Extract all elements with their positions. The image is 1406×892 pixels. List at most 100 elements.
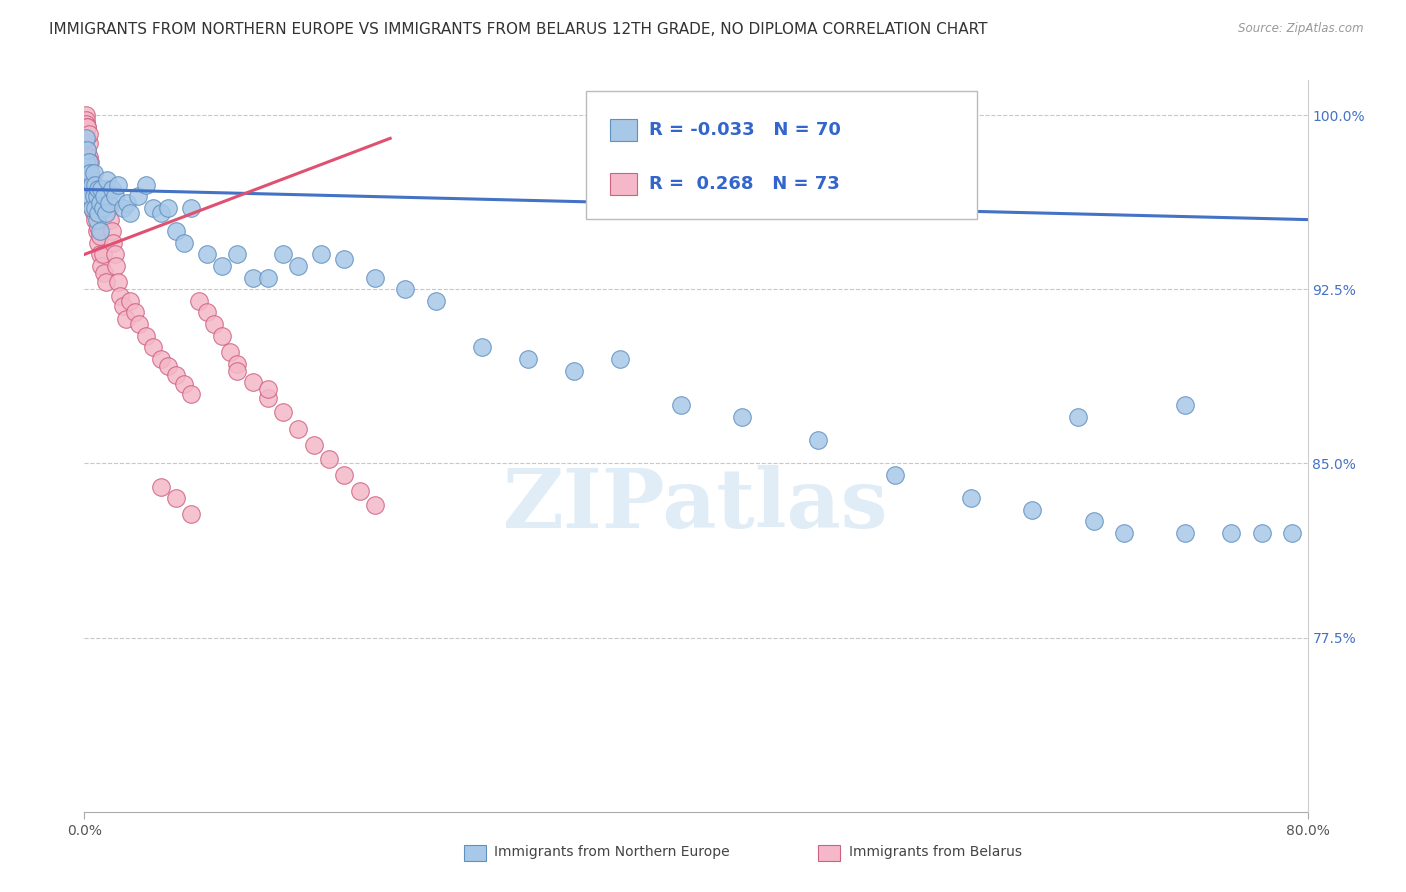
Point [111,201,134,215]
Point [124,305,146,319]
Point [202,317,225,331]
Point [77,154,100,169]
Point [287,421,309,435]
Point [195,247,218,261]
Point [76,143,98,157]
Point [91,201,114,215]
Point [75,154,97,169]
Point [80,178,103,192]
Point [226,357,249,371]
Point [157,359,180,373]
Point [79,154,101,169]
Point [87,182,110,196]
Point [105,259,128,273]
Point [83,205,105,219]
Point [96,173,118,187]
Point [242,375,264,389]
Point [1220,526,1243,541]
Text: R = -0.033   N = 70: R = -0.033 N = 70 [650,121,841,139]
Point [87,219,110,234]
Point [93,189,115,203]
Point [84,212,107,227]
Point [257,382,280,396]
Point [86,224,108,238]
Bar [818,845,841,861]
Point [165,368,187,383]
Point [115,196,138,211]
Point [77,127,100,141]
Point [173,235,195,250]
Text: IMMIGRANTS FROM NORTHERN EUROPE VS IMMIGRANTS FROM BELARUS 12TH GRADE, NO DIPLOM: IMMIGRANTS FROM NORTHERN EUROPE VS IMMIG… [49,22,987,37]
Point [79,189,101,203]
Point [1281,526,1303,541]
Bar [610,173,637,194]
Point [93,266,115,280]
Point [108,289,131,303]
Point [76,120,98,134]
Point [76,143,98,157]
Point [76,120,98,134]
Point [157,201,180,215]
Point [333,252,356,266]
Point [471,340,494,354]
Point [75,117,97,131]
Point [1174,398,1197,412]
Point [107,178,129,192]
Point [271,405,294,419]
Point [318,451,340,466]
Point [960,491,983,506]
Point [84,201,107,215]
Point [91,247,114,261]
Point [349,484,371,499]
Point [135,178,157,192]
Bar [610,120,637,141]
Point [114,312,136,326]
Point [1174,526,1197,541]
Point [149,480,172,494]
Point [195,305,218,319]
Point [104,247,127,261]
Point [80,173,103,187]
Point [333,468,356,483]
Point [77,136,100,150]
Point [180,386,202,401]
Point [311,247,333,261]
Point [107,275,129,289]
Text: Immigrants from Belarus: Immigrants from Belarus [849,845,1022,859]
Point [96,182,118,196]
Point [1067,409,1090,424]
Point [94,205,117,219]
Text: Immigrants from Northern Europe: Immigrants from Northern Europe [494,845,730,859]
Point [242,270,264,285]
Point [86,189,108,203]
Point [104,189,127,203]
Point [75,131,97,145]
Point [76,166,98,180]
Point [257,270,280,285]
Point [302,438,325,452]
Point [86,205,108,219]
Point [79,178,101,192]
Point [165,491,187,506]
Point [807,433,830,447]
Point [149,205,172,219]
Point [218,345,240,359]
Point [211,259,233,273]
Point [87,235,110,250]
Point [83,189,105,203]
Point [188,293,211,308]
Point [86,212,108,227]
Point [89,224,111,238]
Point [609,351,631,366]
Point [516,351,538,366]
Point [364,498,387,512]
Text: ZIPatlas: ZIPatlas [503,465,889,544]
Point [142,201,165,215]
Point [76,131,98,145]
Point [180,201,202,215]
Point [97,196,120,211]
Point [364,270,387,285]
Point [89,247,111,261]
Point [75,108,97,122]
Point [120,205,142,219]
